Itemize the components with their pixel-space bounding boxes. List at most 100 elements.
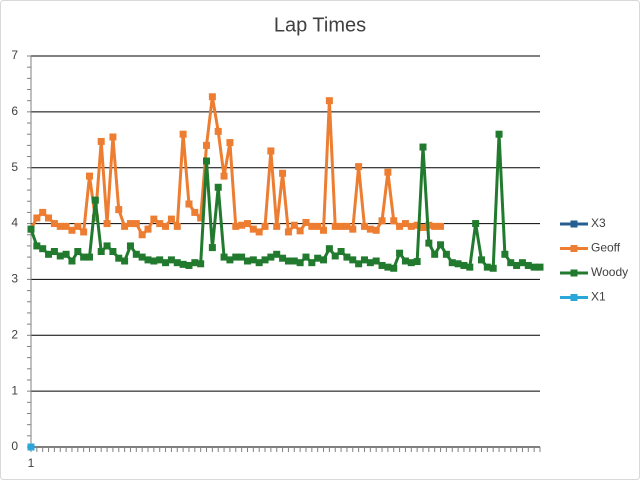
marker [74,222,82,230]
marker [366,225,374,233]
marker [97,137,105,145]
marker [489,264,497,272]
marker [238,253,246,261]
marker [384,263,392,271]
marker [320,226,328,234]
marker [460,261,468,269]
legend-label: Geoff [591,241,621,255]
marker [407,222,415,230]
marker [407,259,415,267]
marker [162,259,170,267]
marker [121,222,129,230]
marker [203,157,211,165]
marker [91,196,99,204]
marker [167,256,175,264]
marker [226,256,234,264]
y-tick-label: 0 [11,439,18,453]
marker [390,217,398,225]
marker [173,222,181,230]
marker [132,220,140,228]
marker [39,208,47,216]
marker [45,250,53,258]
marker [530,263,538,271]
marker [226,139,234,147]
marker [115,206,123,214]
marker [337,222,345,230]
marker [214,127,222,135]
marker [413,258,421,266]
marker [97,248,105,255]
y-tick-label: 6 [11,104,18,118]
y-tick-label: 1 [11,383,18,397]
marker [390,264,398,272]
marker [372,226,380,234]
marker [343,222,351,230]
marker [86,172,94,180]
marker [331,222,339,230]
marker [126,220,134,228]
marker [179,260,187,268]
marker [109,133,117,141]
marker [290,221,298,229]
marker [308,222,316,230]
marker [261,222,269,230]
marker [33,214,41,222]
marker [80,228,88,236]
marker [378,217,386,225]
marker [238,221,246,229]
marker [454,260,462,268]
marker [536,263,544,271]
marker [325,97,333,105]
marker [343,253,351,261]
marker [220,172,228,180]
marker [273,250,281,258]
marker [103,220,111,228]
marker [437,241,445,249]
marker [150,257,158,265]
chart-title: Lap Times [274,14,366,36]
marker [284,228,292,236]
marker [45,214,53,222]
y-tick-label: 2 [11,327,18,341]
marker [495,130,503,138]
marker [39,245,47,253]
marker [144,256,152,264]
marker [325,245,333,253]
marker [208,93,216,101]
marker [401,220,409,228]
marker [179,130,187,138]
marker [384,168,392,176]
marker [349,225,357,233]
marker [296,259,304,267]
marker [308,259,316,267]
marker [185,200,193,208]
marker [138,231,146,239]
marker [255,228,263,236]
marker [191,259,199,267]
marker [302,218,310,226]
marker [50,248,58,255]
marker [437,222,445,230]
marker [203,141,211,149]
marker [477,256,485,264]
marker [255,259,263,267]
marker [524,261,532,269]
marker [243,220,251,228]
marker [314,222,322,230]
marker [349,256,357,264]
marker [284,257,292,265]
marker [314,254,322,262]
marker [279,254,287,262]
x-tick-label: 1 [28,456,35,470]
marker [156,256,164,264]
marker [220,253,228,261]
marker [132,250,140,258]
legend-marker [570,245,578,252]
marker [249,225,257,233]
marker [413,221,421,229]
marker [448,259,456,267]
y-tick-label: 4 [11,216,18,230]
marker [115,254,123,262]
